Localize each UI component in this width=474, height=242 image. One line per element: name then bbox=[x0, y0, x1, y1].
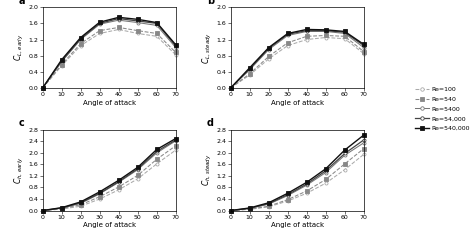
Text: a: a bbox=[18, 0, 25, 6]
Y-axis label: $C_{L,\,steady}$: $C_{L,\,steady}$ bbox=[201, 32, 214, 64]
Y-axis label: $C_{h,\,early}$: $C_{h,\,early}$ bbox=[13, 156, 26, 184]
X-axis label: Angle of attack: Angle of attack bbox=[271, 222, 324, 228]
Text: d: d bbox=[207, 118, 214, 128]
Y-axis label: $C_{L,\,early}$: $C_{L,\,early}$ bbox=[13, 34, 26, 61]
X-axis label: Angle of attack: Angle of attack bbox=[271, 100, 324, 106]
Y-axis label: $C_{h,\,steady}$: $C_{h,\,steady}$ bbox=[201, 154, 214, 186]
Legend: Re=100, Re=540, Re=5400, Re=54,000, Re=540,000: Re=100, Re=540, Re=5400, Re=54,000, Re=5… bbox=[414, 86, 470, 132]
Text: b: b bbox=[207, 0, 214, 6]
Text: c: c bbox=[18, 118, 25, 128]
X-axis label: Angle of attack: Angle of attack bbox=[82, 222, 136, 228]
X-axis label: Angle of attack: Angle of attack bbox=[82, 100, 136, 106]
